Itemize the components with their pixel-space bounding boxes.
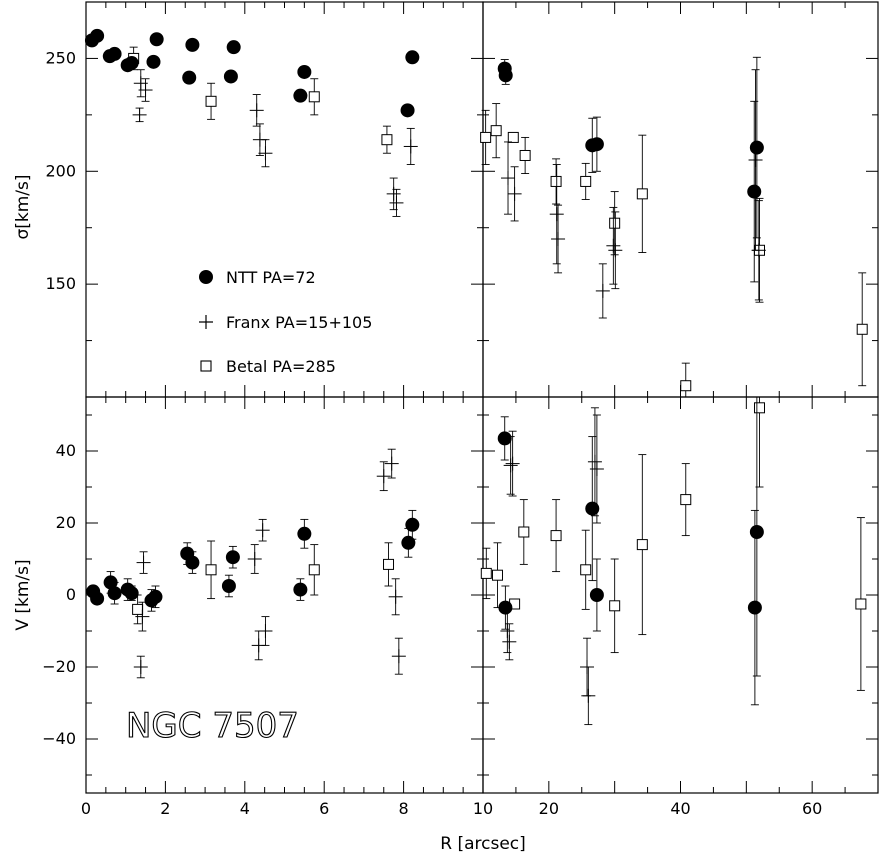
ntt-point — [107, 586, 122, 601]
ntt-point — [498, 68, 513, 83]
v_outer-frame — [482, 396, 879, 794]
ntt-point — [405, 517, 420, 532]
ntt-point — [401, 535, 416, 550]
v_inner-ytick-label: 0 — [66, 585, 76, 604]
betal-point — [205, 95, 217, 107]
betal-point — [518, 526, 530, 538]
legend-franx-marker — [199, 315, 213, 329]
betal-point — [383, 558, 395, 570]
ntt-point — [297, 526, 312, 541]
chart-title: NGC 7507 — [126, 706, 299, 746]
ntt-point — [749, 525, 764, 539]
sigma_outer-frame — [482, 1, 879, 398]
betal-point — [609, 217, 621, 229]
ntt-point — [226, 40, 241, 55]
betal-point — [205, 564, 217, 576]
x-axis-label: R [arcsec] — [440, 834, 526, 854]
betal-point — [480, 567, 492, 579]
v_inner-xtick-label: 4 — [240, 799, 250, 818]
ntt-point — [146, 54, 161, 69]
v_inner-ytick-label: 20 — [56, 513, 76, 532]
v_inner-xtick-label: 0 — [81, 799, 91, 818]
v_inner-ytick-label: 40 — [56, 441, 76, 460]
ntt-point — [747, 600, 762, 615]
betal-point — [550, 530, 562, 542]
ntt-point — [225, 550, 240, 565]
ntt-point — [90, 591, 105, 606]
sigma-axis-label: σ[km/s] — [13, 174, 33, 239]
plot-layer: 150 200 250 −40 −20 0 20 40 0 2 4 6 8 10 20 40 60 — [42, 1, 879, 818]
ntt-point — [185, 37, 200, 52]
legend: NTT PA=72 Franx PA=15+105 Betal PA=285 — [199, 268, 372, 376]
v_inner-xtick-label: 2 — [160, 799, 170, 818]
betal-point — [680, 494, 692, 506]
v_inner-xtick-label: 6 — [319, 799, 329, 818]
betal-point — [580, 175, 592, 187]
betal-point — [490, 125, 502, 137]
velocity-axis-label: V [km/s] — [13, 559, 33, 630]
betal-point — [856, 323, 868, 335]
betal-point — [132, 603, 144, 615]
v_inner-xtick-label: 8 — [399, 799, 409, 818]
ntt-point — [223, 69, 238, 84]
betal-point — [491, 569, 503, 581]
betal-point — [609, 600, 621, 612]
betal-point — [381, 134, 393, 146]
ntt-point — [148, 589, 163, 604]
legend-betal-label: Betal PA=285 — [226, 357, 336, 376]
v_outer-xtick-label: 20 — [539, 799, 559, 818]
betal-point — [308, 91, 320, 103]
legend-ntt-marker — [199, 270, 213, 284]
betal-point — [636, 539, 648, 551]
ntt-point — [589, 588, 604, 602]
sigma_inner-frame — [85, 1, 484, 398]
v_outer-xtick-label: 40 — [670, 799, 690, 818]
ntt-point — [293, 582, 308, 597]
v_outer-xtick-label: 10 — [473, 799, 493, 818]
legend-betal-marker — [200, 360, 212, 372]
betal-point — [754, 402, 765, 414]
sigma_inner-ytick-label: 200 — [45, 161, 76, 180]
v_inner-ytick-label: −20 — [42, 657, 76, 676]
ntt-point — [297, 64, 312, 79]
ntt-point — [747, 184, 762, 199]
sigma_inner-ytick-label: 150 — [45, 274, 76, 293]
ntt-point — [497, 431, 512, 446]
betal-point — [550, 175, 562, 187]
ntt-point — [400, 103, 415, 118]
ntt-point — [185, 555, 200, 570]
betal-point — [855, 598, 867, 610]
legend-franx-label: Franx PA=15+105 — [226, 313, 372, 332]
ntt-point — [589, 137, 604, 152]
betal-point — [519, 149, 531, 161]
betal-point — [680, 380, 692, 392]
legend-ntt-label: NTT PA=72 — [226, 268, 316, 287]
ntt-point — [182, 70, 197, 85]
betal-point — [580, 564, 592, 576]
betal-point — [636, 188, 648, 200]
sigma_inner-ytick-label: 250 — [45, 48, 76, 67]
ntt-point — [124, 586, 139, 601]
ntt-point — [124, 55, 139, 70]
betal-point — [507, 131, 519, 143]
ntt-point — [405, 50, 420, 65]
betal-point — [308, 564, 320, 576]
v_outer-xtick-label: 60 — [802, 799, 822, 818]
ntt-point — [90, 28, 105, 43]
ntt-point — [498, 600, 513, 615]
betal-point — [480, 131, 492, 143]
ntt-point — [585, 501, 600, 516]
v_inner-ytick-label: −40 — [42, 729, 76, 748]
ntt-point — [221, 579, 236, 593]
ntt-point — [749, 140, 764, 155]
ntt-point — [149, 32, 164, 47]
ntt-point — [107, 46, 122, 61]
ntt-point — [293, 88, 308, 103]
